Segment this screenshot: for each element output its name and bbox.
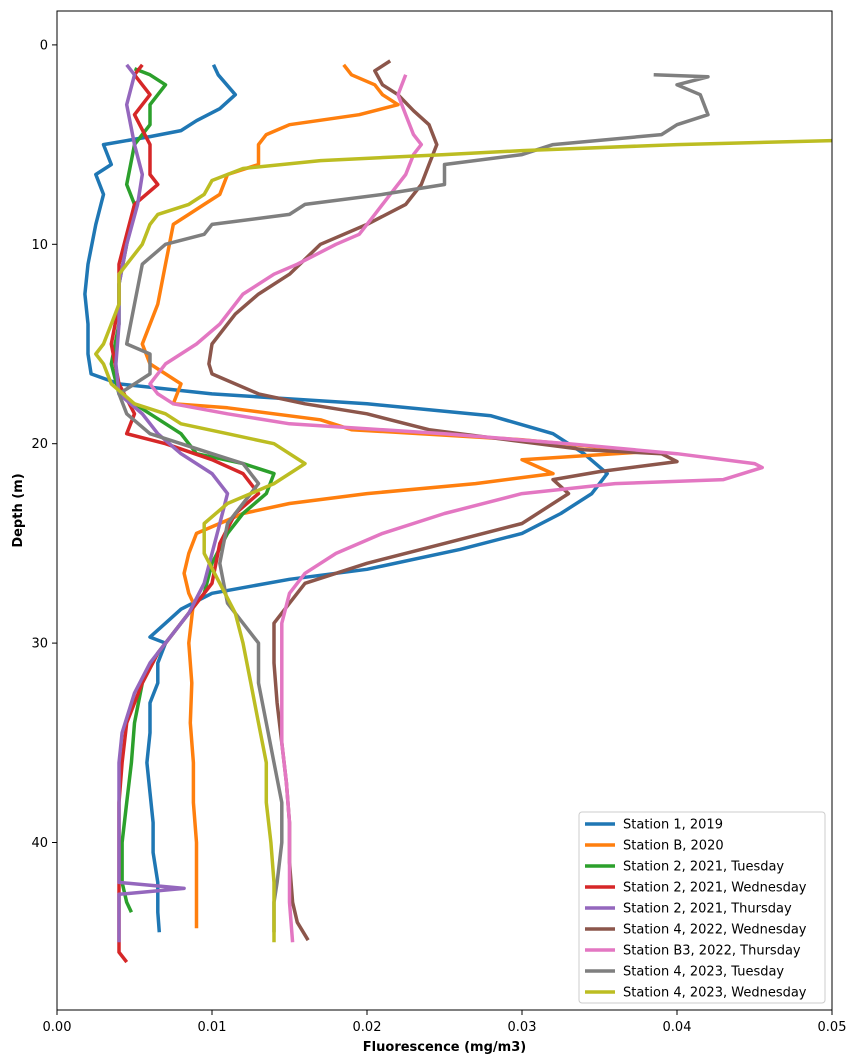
x-tick-label: 0.00 — [43, 1020, 72, 1035]
legend-label: Station 1, 2019 — [623, 818, 723, 833]
series-line-2 — [140, 63, 648, 929]
legend-label: Station 2, 2021, Wednesday — [623, 881, 807, 896]
series-line-1 — [83, 64, 609, 933]
legend-frame — [578, 811, 826, 1004]
x-axis-label: Fluorescence (mg/m3) — [363, 1040, 526, 1055]
y-tick-label: 0 — [40, 38, 48, 53]
x-axis: 0.00 0.01 0.02 0.03 0.04 0.05 — [43, 1010, 847, 1035]
y-axis: 0 10 20 30 40 — [31, 38, 57, 851]
y-tick-label: 20 — [31, 437, 48, 452]
y-tick-label: 10 — [31, 238, 48, 253]
legend-label: Station 2, 2021, Tuesday — [623, 860, 784, 875]
series-line-8 — [117, 73, 710, 933]
legend-label: Station 4, 2023, Wednesday — [623, 986, 807, 1001]
y-axis-label: Depth (m) — [11, 473, 26, 547]
x-tick-label: 0.04 — [663, 1020, 692, 1035]
x-tick-label: 0.03 — [508, 1020, 537, 1035]
legend-label: Station 4, 2022, Wednesday — [623, 923, 807, 938]
y-tick-label: 30 — [31, 637, 48, 652]
legend-label: Station 2, 2021, Thursday — [623, 902, 792, 917]
x-tick-label: 0.02 — [353, 1020, 382, 1035]
plot-frame — [56, 10, 833, 1011]
series-layer — [83, 59, 833, 964]
legend-label: Station 4, 2023, Tuesday — [623, 965, 784, 980]
y-tick-label: 40 — [31, 836, 48, 851]
series-line-9 — [94, 138, 833, 943]
x-tick-label: 0.05 — [818, 1020, 847, 1035]
series-line-7 — [148, 74, 764, 943]
legend: Station 1, 2019 Station B, 2020 Station 2,… — [578, 811, 826, 1004]
legend-label: Station B3, 2022, Thursday — [623, 944, 801, 959]
x-tick-label: 0.01 — [198, 1020, 227, 1035]
legend-label: Station B, 2020 — [623, 839, 724, 854]
